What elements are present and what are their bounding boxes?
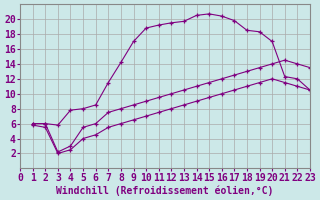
X-axis label: Windchill (Refroidissement éolien,°C): Windchill (Refroidissement éolien,°C) <box>56 185 274 196</box>
